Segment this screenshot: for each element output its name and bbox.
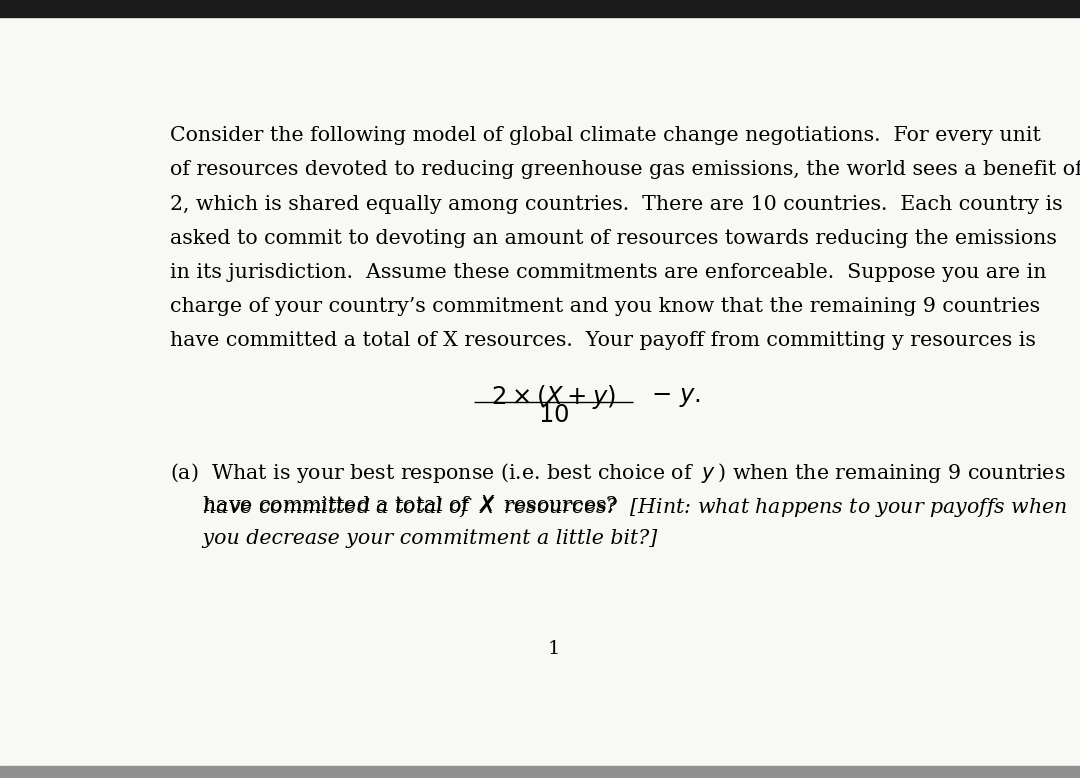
Text: you decrease your commitment a little bit?]: you decrease your commitment a little bi… — [171, 530, 658, 548]
Text: $10$: $10$ — [538, 405, 569, 427]
Text: have committed a total of  $X$  resources?: have committed a total of $X$ resources? — [171, 496, 625, 515]
Text: Consider the following model of global climate change negotiations.  For every u: Consider the following model of global c… — [171, 126, 1041, 145]
Text: have committed a total of  $X$  resources?  [Hint: what happens to your payoffs : have committed a total of $X$ resources?… — [171, 496, 1068, 520]
Text: in its jurisdiction.  Assume these commitments are enforceable.  Suppose you are: in its jurisdiction. Assume these commit… — [171, 263, 1047, 282]
Text: 2, which is shared equally among countries.  There are 10 countries.  Each count: 2, which is shared equally among countri… — [171, 194, 1063, 214]
Text: $-\ y.$: $-\ y.$ — [651, 386, 701, 408]
Text: asked to commit to devoting an amount of resources towards reducing the emission: asked to commit to devoting an amount of… — [171, 229, 1057, 247]
Text: (a)  What is your best response (i.e. best choice of  $y$ ) when the remaining 9: (a) What is your best response (i.e. bes… — [171, 461, 1066, 485]
Text: of resources devoted to reducing greenhouse gas emissions, the world sees a bene: of resources devoted to reducing greenho… — [171, 160, 1080, 180]
Text: $2 \times (X+y)$: $2 \times (X+y)$ — [491, 384, 616, 412]
Text: have committed a total of X resources.  Your payoff from committing y resources : have committed a total of X resources. Y… — [171, 331, 1036, 350]
Text: charge of your country’s commitment and you know that the remaining 9 countries: charge of your country’s commitment and … — [171, 297, 1040, 316]
Text: 1: 1 — [548, 640, 559, 657]
